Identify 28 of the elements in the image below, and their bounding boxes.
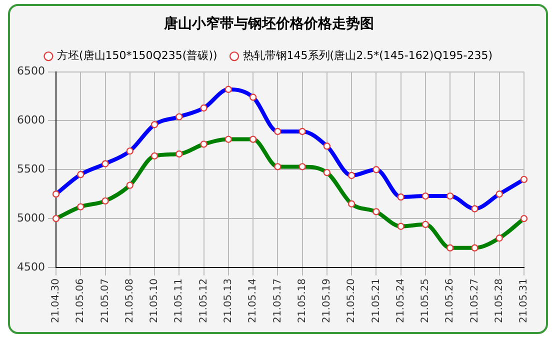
x-tick-label: 21.05.10 (149, 278, 160, 323)
y-tick-label: 4500 (16, 260, 45, 274)
x-tick-label: 21.05.24 (395, 278, 406, 323)
x-tick-label: 21.05.19 (322, 278, 333, 323)
x-tick-label: 21.05.17 (272, 278, 284, 323)
x-tick-label: 21.05.18 (296, 278, 308, 323)
y-tick-label: 5000 (16, 211, 45, 224)
x-tick-label: 21.05.08 (124, 278, 136, 323)
x-tick-label: 21.05.07 (100, 278, 111, 323)
y-tick-label: 5500 (16, 162, 45, 176)
x-tick-label: 21.05.14 (248, 278, 259, 323)
y-tick-label: 6000 (16, 114, 45, 127)
x-tick-label: 21.05.06 (75, 278, 86, 323)
x-tick-label: 21.05.31 (518, 278, 530, 323)
chart-title: 唐山小窄带与钢坯价格价格走势图 (163, 15, 374, 32)
x-tick-label: 21.05.20 (346, 278, 358, 323)
legend-label: 方坯(唐山150*150Q235(普碳)) (56, 49, 218, 62)
legend-label: 热轧带钢145系列(唐山2.5*(145-162)Q195-235) (242, 49, 493, 62)
y-tick-label: 6500 (16, 64, 45, 78)
x-tick-label: 21.05.27 (469, 278, 480, 323)
x-tick-label: 21.05.28 (494, 278, 505, 323)
x-tick-label: 21.05.25 (420, 278, 432, 323)
x-tick-label: 21.04.30 (50, 278, 62, 323)
x-tick-label: 21.05.13 (223, 278, 234, 323)
x-tick-label: 21.05.11 (174, 278, 185, 323)
x-tick-label: 21.05.12 (198, 278, 210, 323)
x-tick-label: 21.05.21 (370, 278, 382, 323)
x-tick-label: 21.05.26 (444, 278, 456, 323)
